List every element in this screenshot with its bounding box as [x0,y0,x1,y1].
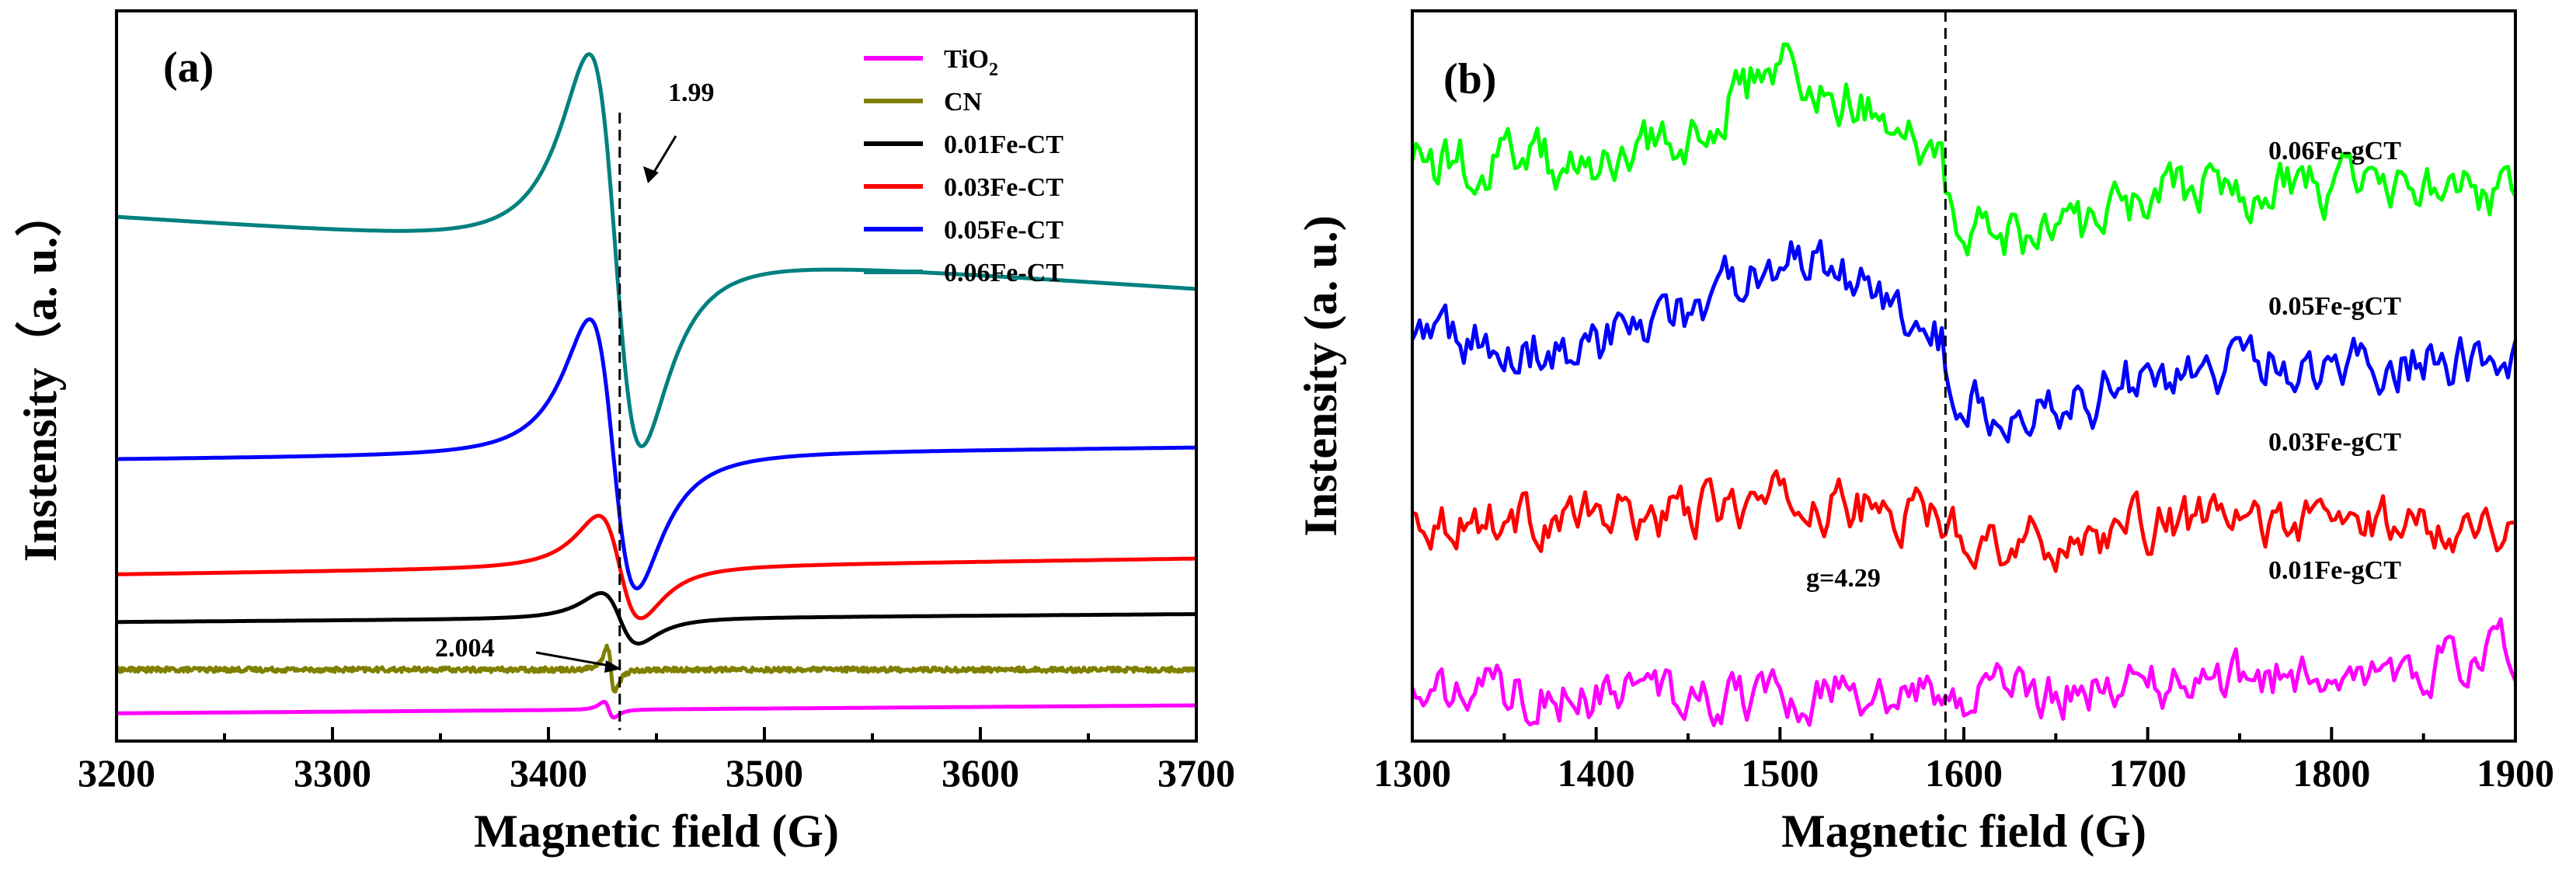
panel-b-x-tick-label: 1800 [2292,751,2370,795]
panel-a-x-tick-label: 3400 [510,751,587,795]
legend-subscript: 2 [989,60,998,80]
panel-b-x-tick-label: 1600 [1925,751,2003,795]
panel-b-x-axis-title: Magnetic field (G) [1781,806,2146,857]
panel-b-label: (b) [1443,55,1496,103]
panel-a-label: (a) [163,44,214,92]
panel-a-y-axis-title: Instensity（a. u.） [14,190,66,562]
legend-entry-2: CN [944,88,983,117]
annotation-2-004: 2.004 [435,634,495,663]
panel-b-chart: g=4.29 1300 1400 1500 1600 1700 1800 1900 (b) … [1295,9,2554,857]
panel-b-series-0-05fe-gct [1410,238,2518,444]
annotation-1-99: 1.99 [668,78,715,107]
series-label-0-05fe-gct: 0.05Fe-gCT [2268,292,2401,321]
legend-entry-3: 0.01Fe-CT [944,131,1063,159]
annotation-2-004-arrowhead [604,660,621,673]
panel-a-x-tick-label: 3700 [1157,751,1235,795]
panel-a-series-cn [114,643,1198,694]
panel-a-series-0-03fe-ct [115,513,1198,621]
panel-b-y-axis-title: Instensity (a. u.) [1295,215,1346,536]
series-label-0-03fe-gct: 0.03Fe-gCT [2268,428,2401,457]
legend-entry-4: 0.03Fe-CT [944,173,1063,202]
panel-b-x-tick-label: 1500 [1741,751,1819,795]
annotation-1-99-arrow [649,135,677,178]
series-label-0-01fe-gct: 0.01Fe-gCT [2268,556,2401,585]
panel-a-x-tick-label: 3200 [78,751,155,795]
panel-a-x-tick-label: 3500 [726,751,803,795]
panel-a-x-ticks: 3200 3300 3400 3500 3600 3700 [78,727,1235,795]
panel-a-annotations: 1.99 2.004 [435,78,715,730]
legend-entry-5: 0.05Fe-CT [944,216,1063,245]
panel-b-series-0-06fe-gct [1410,42,2518,257]
panel-b-x-ticks: 1300 1400 1500 1600 1700 1800 1900 [1373,727,2554,795]
panel-b-series-0-01fe-gct [1410,617,2518,728]
panel-b-annotations: g=4.29 [1806,11,1947,741]
annotation-1-99-arrowhead [643,166,659,183]
panel-a-x-tick-label: 3300 [294,751,371,795]
panel-a-legend: TiO2CN0.01Fe-CT0.03Fe-CT0.05Fe-CT0.06Fe-… [864,45,1063,287]
panel-a-x-axis-title: Magnetic field (G) [474,806,839,857]
panel-b-x-tick-label: 1300 [1373,751,1451,795]
panel-a-x-tick-label: 3600 [942,751,1019,795]
annotation-g-4-29: g=4.29 [1806,564,1881,593]
legend-entry-6: 0.06Fe-CT [944,259,1063,287]
panel-b-x-tick-label: 1900 [2477,751,2554,795]
series-label-0-06fe-gct: 0.06Fe-gCT [2268,137,2401,165]
annotation-2-004-arrow [535,651,614,668]
panel-a-series-0-01fe-ct [115,591,1198,646]
panel-b-traces [1410,42,2518,728]
panel-a-series-0-06fe-ct [115,52,1198,448]
panel-a-series-0-05fe-ct [115,317,1198,590]
panel-b-series-labels: 0.06Fe-gCT 0.05Fe-gCT 0.03Fe-gCT 0.01Fe-gCT [2268,137,2401,585]
panel-a-series-tio2 [115,700,1198,720]
panel-a-chart: 1.99 2.004 3200 3300 3400 3500 3600 3700 (a) M… [14,9,1235,857]
panel-b-series-0-03fe-gct [1412,469,2515,573]
panel-b-x-tick-label: 1700 [2109,751,2187,795]
panel-a-traces [114,52,1198,720]
panel-b-x-tick-label: 1400 [1558,751,1635,795]
